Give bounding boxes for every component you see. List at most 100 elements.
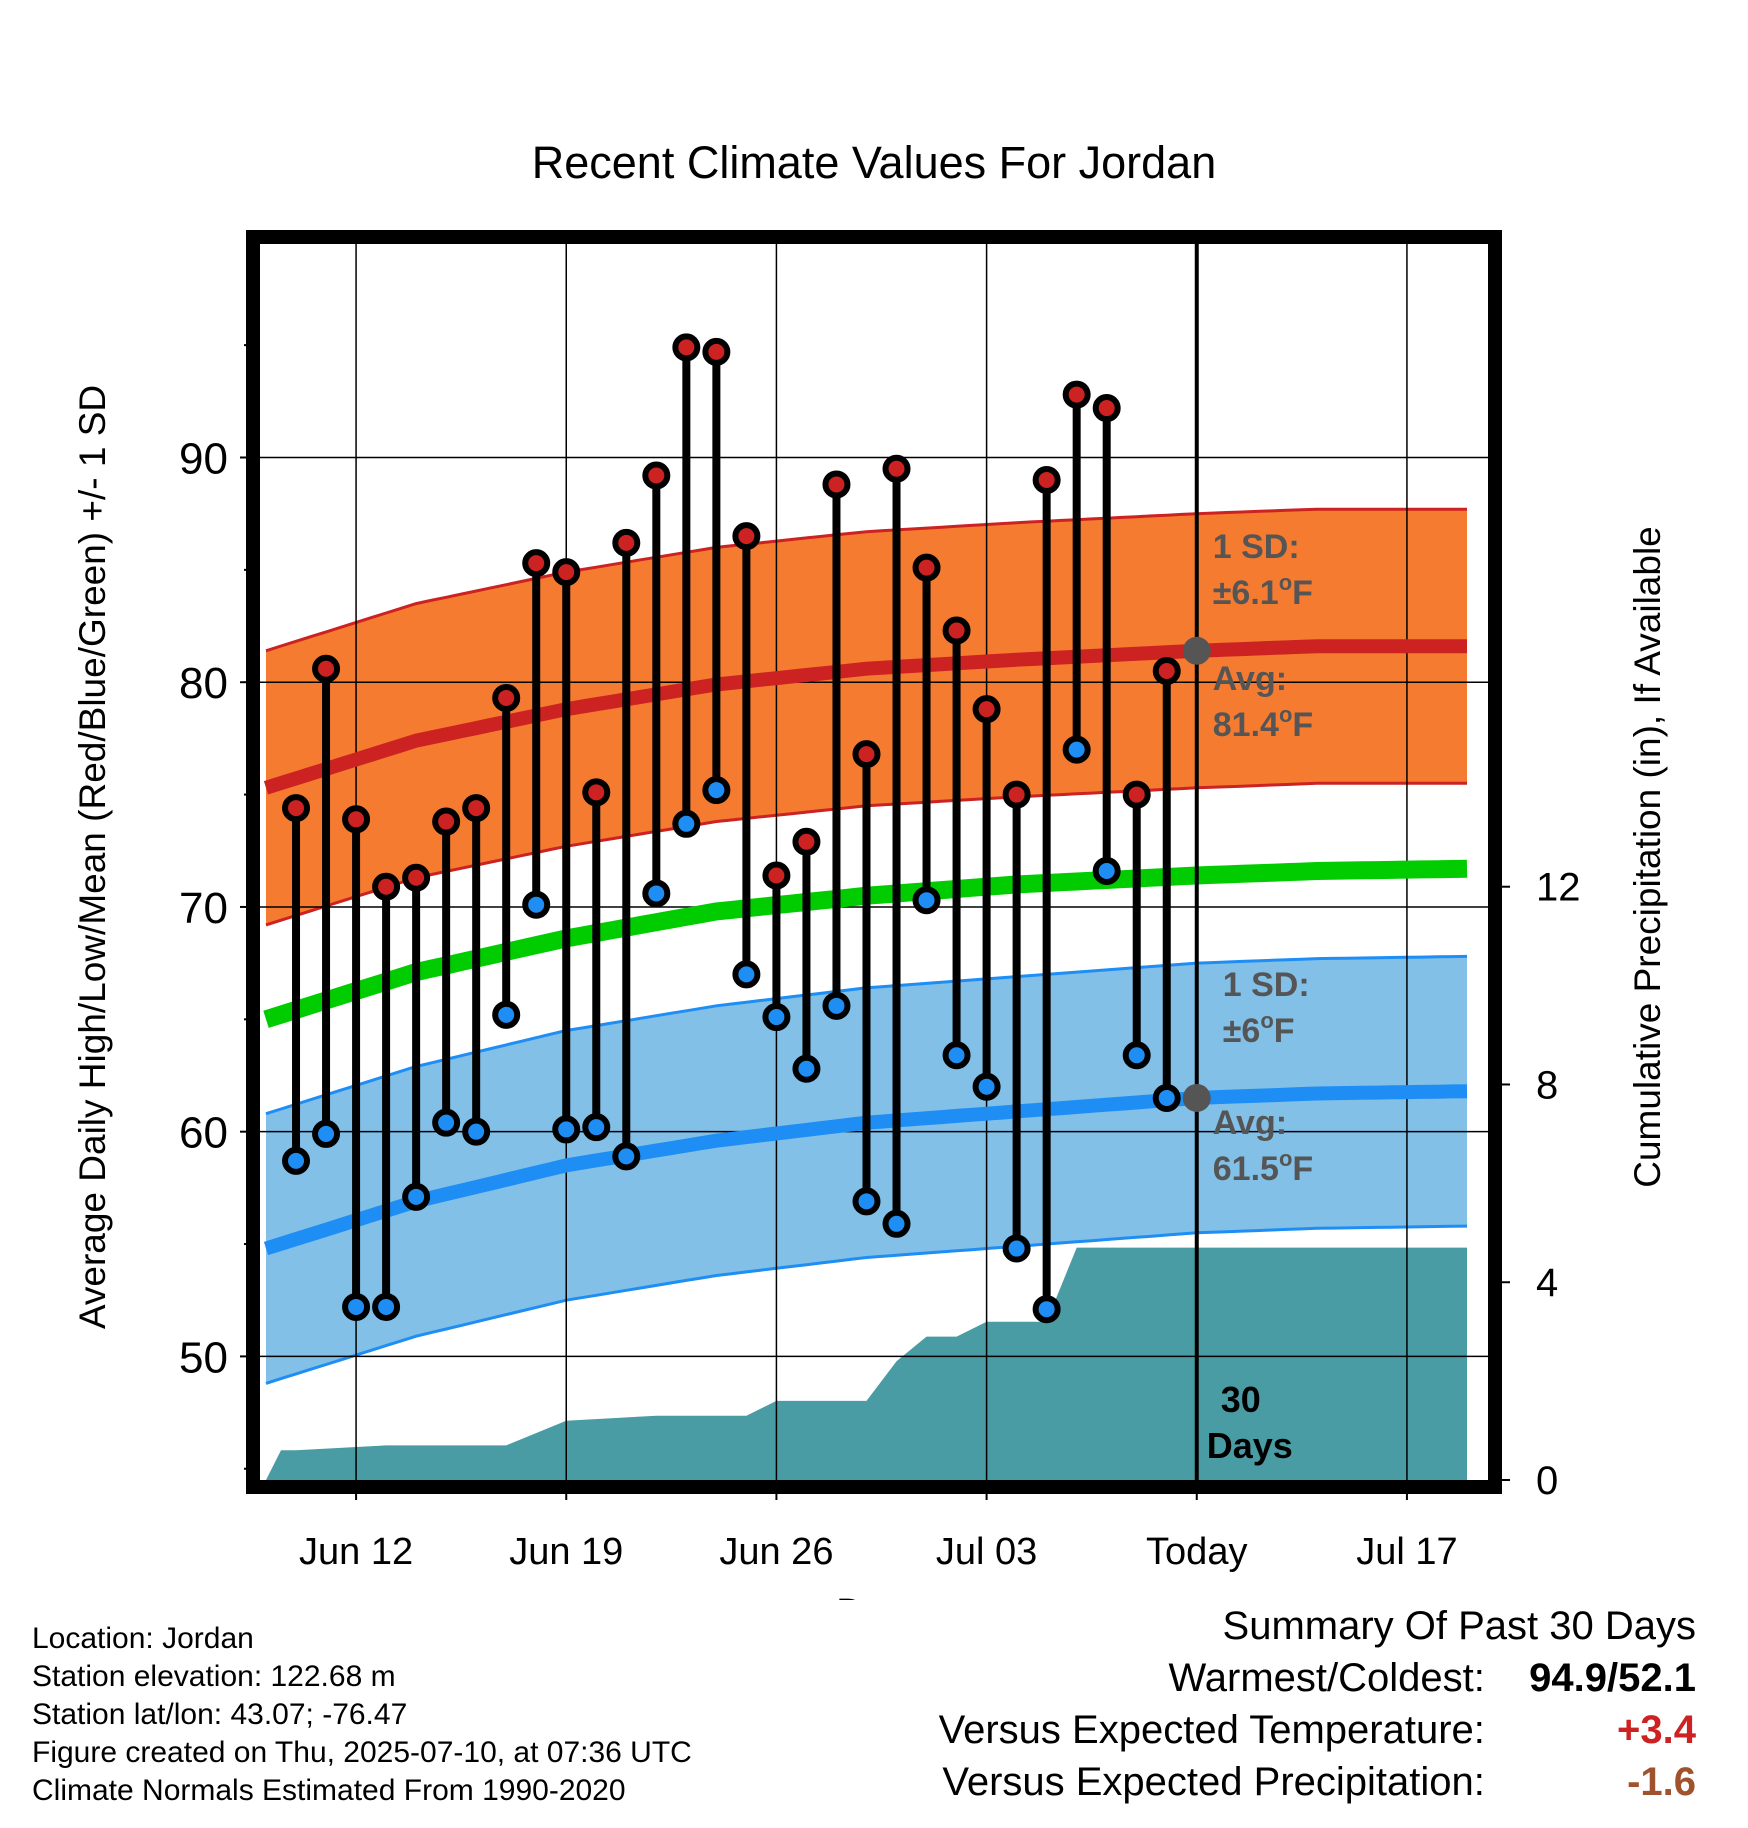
high-avg-annotation: Avg: (1213, 660, 1287, 698)
high-normal-line (263, 639, 1467, 795)
daily-high-point (552, 558, 581, 587)
low-avg-annotation: Avg: (1213, 1104, 1287, 1142)
warm-cold-value: 94.9/52.1 (1529, 1656, 1696, 1700)
y2-axis-label: Cumulative Precipitation (in), If Availa… (1627, 526, 1668, 1188)
summary-panel: Summary Of Past 30 Days Warmest/Coldest:… (939, 1600, 1696, 1808)
daily-low-point (282, 1146, 311, 1175)
climate-chart: Recent Climate Values For Jordan 1 SD: ±6… (72, 137, 1668, 1600)
y-axis-label: Average Daily High/Low/Mean (Red/Blue/Gr… (72, 385, 113, 1329)
daily-low-point (372, 1292, 401, 1321)
daily-high-point (402, 863, 431, 892)
daily-high-point (582, 778, 611, 807)
axes: 50 60 70 80 90 0 4 8 12 Jun 12 Jun 19 Jun 26 Jul 03 T… (179, 230, 1581, 1573)
daily-low-point (882, 1209, 911, 1238)
x-tick-label: Jun 12 (299, 1531, 413, 1573)
daily-high-point (462, 794, 491, 823)
daily-high-point (732, 522, 761, 551)
location-text: Location: Jordan (32, 1622, 254, 1655)
y-tick-label: 60 (179, 1109, 228, 1158)
daily-high-point (1062, 380, 1091, 409)
x-tick-label: Jul 03 (936, 1531, 1037, 1573)
daily-high-point (312, 654, 341, 683)
daily-low-point (342, 1292, 371, 1321)
precip-label: Versus Expected Precipitation: (942, 1760, 1485, 1804)
y2-tick-label: 12 (1536, 866, 1581, 910)
daily-low-point (672, 809, 701, 838)
normals-text: Climate Normals Estimated From 1990-2020 (32, 1774, 626, 1807)
daily-low-point (642, 879, 671, 908)
high-sd-annotation: 1 SD: (1213, 528, 1300, 566)
daily-low-point (792, 1054, 821, 1083)
daily-low-point (312, 1119, 341, 1148)
daily-high-point (1092, 394, 1121, 423)
station-info: Location: Jordan Station elevation: 122.… (32, 1620, 692, 1810)
y-tick-label: 50 (179, 1333, 228, 1382)
daily-high-point (282, 794, 311, 823)
daily-low-point (552, 1115, 581, 1144)
temp-value: +3.4 (1617, 1708, 1696, 1752)
low-avg-value-annotation: 61.5oF (1213, 1146, 1313, 1188)
y2-tick-label: 4 (1536, 1261, 1558, 1305)
daily-low-point (492, 1000, 521, 1029)
daily-high-point (1002, 780, 1031, 809)
latlon-text: Station lat/lon: 43.07; -76.47 (32, 1698, 408, 1731)
daily-low-point (852, 1187, 881, 1216)
x-tick-label: Jun 26 (719, 1531, 833, 1573)
daily-low-point (462, 1117, 491, 1146)
daily-low-point (732, 960, 761, 989)
daily-high-point (432, 807, 461, 836)
daily-low-point (942, 1041, 971, 1070)
elevation-text: Station elevation: 122.68 m (32, 1660, 396, 1693)
precip-annotation-line2: Days (1207, 1425, 1293, 1466)
daily-high-point (522, 549, 551, 578)
daily-high-point (372, 872, 401, 901)
plot-area: 1 SD: ±6.1oF Avg: 81.4oF 1 SD: ±6oF Avg: 61.5oF… (260, 244, 1488, 1480)
daily-high-point (912, 553, 941, 582)
daily-low-point (432, 1108, 461, 1137)
daily-low-point (402, 1182, 431, 1211)
y2-tick-label: 8 (1536, 1063, 1558, 1107)
daily-high-point (1032, 465, 1061, 494)
chart-title: Recent Climate Values For Jordan (532, 137, 1216, 188)
warm-cold-label: Warmest/Coldest: (1168, 1656, 1485, 1700)
daily-high-point (612, 528, 641, 557)
daily-low-point (1152, 1083, 1181, 1112)
y2-tick-label: 0 (1536, 1459, 1558, 1503)
x-tick-label: Jun 19 (509, 1531, 623, 1573)
daily-low-point (972, 1072, 1001, 1101)
daily-high-point (792, 827, 821, 856)
summary-precip: Versus Expected Precipitation: -1.6 (939, 1756, 1696, 1808)
daily-high-point (642, 461, 671, 490)
y-tick-label: 80 (179, 659, 228, 708)
daily-low-point (1092, 856, 1121, 885)
precip-value: -1.6 (1627, 1760, 1696, 1804)
daily-high-point (822, 470, 851, 499)
x-axis-label: Day (836, 1592, 904, 1600)
daily-low-point (1002, 1234, 1031, 1263)
created-text: Figure created on Thu, 2025-07-10, at 07… (32, 1736, 692, 1769)
daily-high-point (492, 683, 521, 712)
daily-high-point (1152, 656, 1181, 685)
daily-low-point (762, 1003, 791, 1032)
summary-warm-cold: Warmest/Coldest: 94.9/52.1 (939, 1652, 1697, 1704)
daily-low-point (822, 991, 851, 1020)
daily-high-point (1122, 780, 1151, 809)
daily-low-point (1122, 1041, 1151, 1070)
low-sd-lower-edge (265, 1224, 1468, 1385)
plot-frame (246, 230, 1502, 1494)
low-sd-value-annotation: ±6oF (1223, 1008, 1295, 1050)
daily-high-point (972, 695, 1001, 724)
daily-high-point (342, 805, 371, 834)
x-tick-label: Today (1146, 1531, 1247, 1573)
daily-low-point (522, 890, 551, 919)
daily-low-point (702, 776, 731, 805)
low-sd-annotation: 1 SD: (1223, 966, 1310, 1004)
summary-temp: Versus Expected Temperature: +3.4 (939, 1704, 1696, 1756)
daily-low-point (1062, 735, 1091, 764)
today-low-normal-marker (1182, 1083, 1211, 1112)
daily-high-point (942, 616, 971, 645)
daily-low-point (912, 886, 941, 915)
summary-title: Summary Of Past 30 Days (1222, 1604, 1696, 1648)
daily-low-point (582, 1113, 611, 1142)
y-tick-label: 70 (179, 884, 228, 933)
